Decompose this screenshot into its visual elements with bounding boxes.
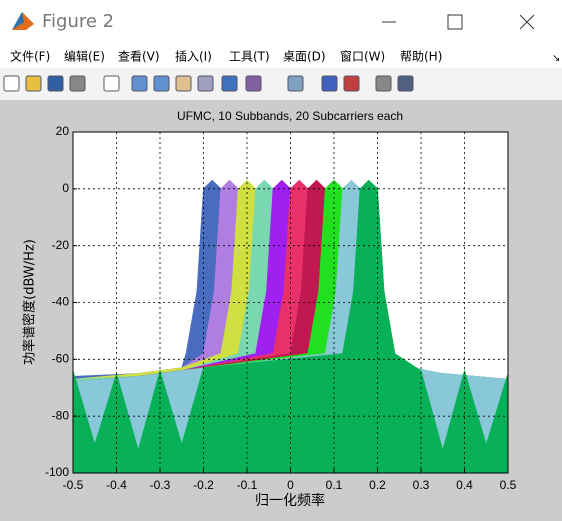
menu-item[interactable]: 编辑(E)	[64, 49, 105, 64]
x-tick-label: 0.1	[326, 478, 343, 492]
y-tick-label: -40	[52, 295, 70, 309]
menu-arrow: ↘	[552, 53, 560, 64]
x-tick-label: -0.5	[63, 478, 84, 492]
chart-title: UFMC, 10 Subbands, 20 Subcarriers each	[177, 109, 403, 123]
toolbar-button[interactable]	[287, 75, 304, 92]
menu-item[interactable]: 帮助(H)	[400, 50, 442, 64]
toolbar	[0, 68, 562, 100]
x-tick-label: 0.3	[413, 478, 430, 492]
toolbar-button[interactable]	[131, 75, 148, 92]
close-button[interactable]	[519, 14, 535, 30]
y-tick-label: 20	[56, 124, 70, 138]
toolbar-button[interactable]	[221, 75, 238, 92]
spectrum-area	[73, 179, 508, 473]
window-title: Figure 2	[42, 11, 114, 32]
x-tick-label: -0.4	[106, 478, 127, 492]
x-tick-label: 0.4	[456, 478, 473, 492]
toolbar-button[interactable]	[47, 75, 64, 92]
toolbar-button[interactable]	[397, 75, 414, 92]
toolbar-button[interactable]	[103, 75, 120, 92]
toolbar-button[interactable]	[245, 75, 262, 92]
toolbar-button[interactable]	[375, 75, 392, 92]
y-tick-label: -60	[52, 352, 70, 366]
y-tick-label: -100	[45, 465, 69, 479]
x-tick-label: 0.2	[369, 478, 386, 492]
toolbar-button[interactable]	[321, 75, 338, 92]
axes-box	[72, 131, 509, 474]
menu-item[interactable]: 桌面(D)	[283, 50, 326, 64]
toolbar-button[interactable]	[343, 75, 360, 92]
x-tick-label: -0.1	[237, 478, 258, 492]
toolbar-button[interactable]	[153, 75, 170, 92]
toolbar-button[interactable]	[175, 75, 192, 92]
x-tick-label: -0.2	[193, 478, 214, 492]
x-tick-label: 0.5	[500, 478, 517, 492]
y-tick-label: -80	[52, 408, 70, 422]
menu-item[interactable]: 文件(F)	[10, 49, 50, 64]
menu-bar	[0, 45, 562, 68]
toolbar-button[interactable]	[69, 75, 86, 92]
app-icon	[12, 12, 34, 30]
y-axis-label: 功率谱密度(dBW/Hz)	[22, 239, 38, 365]
y-tick-label: 0	[62, 181, 69, 195]
menu-item[interactable]: 窗口(W)	[340, 50, 385, 64]
menu-item[interactable]: 插入(I)	[175, 50, 212, 64]
menu-item[interactable]: 查看(V)	[118, 50, 160, 64]
toolbar-button[interactable]	[197, 75, 214, 92]
toolbar-button[interactable]	[3, 75, 20, 92]
title-bar	[0, 0, 562, 45]
x-axis-label: 归一化频率	[255, 492, 325, 509]
toolbar-button[interactable]	[25, 75, 42, 92]
maximize-button[interactable]	[447, 14, 463, 30]
menu-item[interactable]: 工具(T)	[229, 50, 270, 64]
x-tick-label: -0.3	[150, 478, 171, 492]
x-tick-label: 0	[287, 478, 294, 492]
y-tick-label: -20	[52, 238, 70, 252]
